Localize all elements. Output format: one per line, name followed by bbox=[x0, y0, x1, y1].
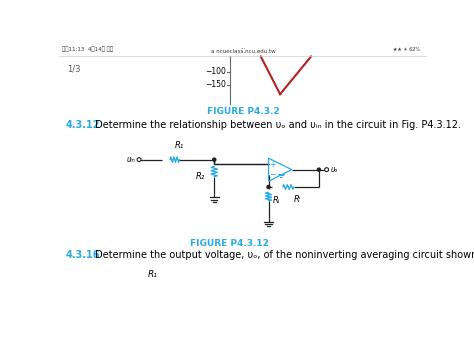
Text: 上午11:13  4月14日 週日: 上午11:13 4月14日 週日 bbox=[62, 47, 113, 52]
Text: 4.3.16: 4.3.16 bbox=[65, 251, 100, 261]
Text: a ncueclass.ncu.edu.tw: a ncueclass.ncu.edu.tw bbox=[210, 49, 275, 54]
Text: −150: −150 bbox=[205, 81, 226, 89]
Circle shape bbox=[317, 168, 320, 171]
Circle shape bbox=[267, 185, 270, 189]
Text: Determine the relationship between υₒ and υᵢₙ in the circuit in Fig. P4.3.12.: Determine the relationship between υₒ an… bbox=[92, 120, 461, 130]
Text: υᵢₙ: υᵢₙ bbox=[127, 155, 135, 164]
Text: R₁: R₁ bbox=[175, 141, 184, 149]
Text: υₒ: υₒ bbox=[330, 165, 338, 174]
Text: −100: −100 bbox=[205, 67, 226, 76]
Circle shape bbox=[213, 158, 216, 161]
Text: ...: ... bbox=[240, 45, 246, 50]
Circle shape bbox=[137, 158, 141, 162]
Text: +: + bbox=[269, 160, 275, 169]
Text: Rⁱ: Rⁱ bbox=[294, 195, 301, 204]
Text: 4.3.12: 4.3.12 bbox=[65, 120, 100, 130]
Text: 1/3: 1/3 bbox=[67, 64, 81, 73]
Text: ★★ ☀ 62%: ★★ ☀ 62% bbox=[393, 47, 420, 51]
Text: Rᵢ: Rᵢ bbox=[273, 196, 281, 205]
Text: R₁: R₁ bbox=[147, 270, 157, 279]
Circle shape bbox=[325, 168, 328, 171]
Text: Determine the output voltage, υₒ, of the noninverting averaging circuit shown in: Determine the output voltage, υₒ, of the… bbox=[92, 251, 474, 261]
Text: R₂: R₂ bbox=[196, 172, 205, 181]
Text: −: − bbox=[269, 170, 276, 180]
Text: FIGURE P4.3.12: FIGURE P4.3.12 bbox=[191, 239, 269, 248]
Text: FIGURE P4.3.2: FIGURE P4.3.2 bbox=[207, 106, 279, 115]
